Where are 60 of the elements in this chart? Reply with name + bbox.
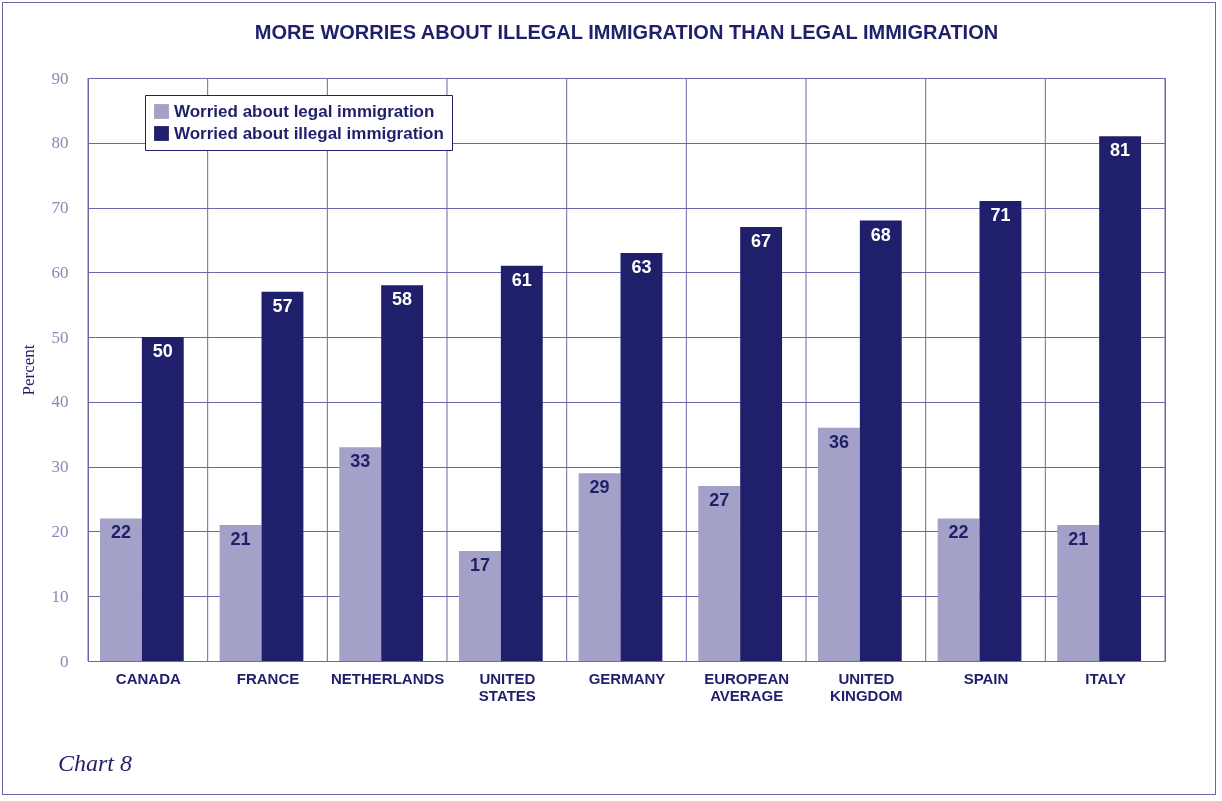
y-tick-label: 60 [51, 262, 69, 282]
data-label: 67 [751, 230, 772, 251]
bar [859, 220, 902, 661]
bar [698, 486, 741, 661]
bar [99, 518, 142, 661]
data-label: 21 [1068, 528, 1089, 549]
bar [261, 291, 304, 661]
data-label: 22 [948, 522, 969, 543]
bar [578, 473, 621, 661]
data-label: 58 [392, 289, 413, 310]
y-tick-label: 10 [51, 586, 69, 606]
data-label: 57 [272, 295, 293, 316]
bar [937, 518, 980, 661]
bar [141, 337, 184, 661]
data-label: 68 [870, 224, 891, 245]
bar [381, 285, 424, 661]
legend-label: Worried about legal immigration [174, 101, 435, 121]
x-tick-label: NETHERLANDS [330, 669, 445, 687]
bar [740, 226, 783, 661]
x-tick-label: GERMANY [588, 669, 666, 687]
chart-title: MORE WORRIES ABOUT ILLEGAL IMMIGRATION THAN LEGAL IMMIGRATION [254, 21, 999, 43]
bar [1057, 524, 1100, 661]
x-tick-label: SPAIN [963, 669, 1009, 687]
y-tick-label: 40 [51, 392, 69, 412]
y-tick-label: 70 [51, 198, 69, 218]
data-label: 71 [990, 205, 1011, 226]
bar [1099, 136, 1142, 661]
y-tick-label: 50 [51, 327, 69, 347]
data-label: 27 [709, 490, 730, 511]
bar [500, 265, 543, 661]
bar [817, 427, 860, 661]
data-label: 81 [1110, 140, 1131, 161]
data-label: 63 [631, 256, 652, 277]
caption: Chart 8 [58, 750, 133, 777]
data-label: 22 [110, 522, 131, 543]
data-label: 33 [350, 451, 371, 472]
x-tick-label: FRANCE [236, 669, 300, 687]
y-tick-label: 0 [60, 651, 69, 671]
bar [219, 524, 262, 661]
bar [458, 550, 501, 661]
x-tick-label: UNITED STATES [478, 669, 536, 704]
data-label: 50 [152, 341, 173, 362]
legend-label: Worried about illegal immigration [174, 123, 444, 143]
y-tick-label: 20 [51, 521, 69, 541]
x-tick-label: ITALY [1085, 669, 1127, 687]
data-label: 29 [589, 477, 610, 498]
data-label: 17 [469, 554, 490, 575]
x-tick-label: UNITED KINGDOM [830, 669, 903, 704]
y-axis-title: Percent [18, 344, 38, 396]
y-tick-label: 30 [51, 457, 69, 477]
bar [339, 447, 382, 661]
data-label: 61 [511, 269, 532, 290]
x-tick-label: CANADA [115, 669, 181, 687]
data-label: 21 [230, 528, 251, 549]
x-tick-label: EUROPEAN AVERAGE [704, 669, 790, 704]
bar [979, 201, 1022, 661]
y-tick-label: 90 [51, 68, 69, 88]
y-tick-label: 80 [51, 133, 69, 153]
bar [620, 252, 663, 661]
data-label: 36 [828, 431, 849, 452]
